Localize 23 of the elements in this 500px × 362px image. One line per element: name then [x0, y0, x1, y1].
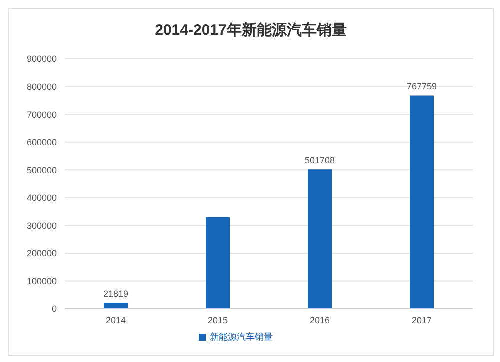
bar — [308, 170, 332, 309]
y-tick-label: 500000 — [26, 165, 57, 176]
y-tick-label: 100000 — [26, 276, 57, 286]
bar — [206, 217, 230, 309]
y-tick-label: 300000 — [26, 220, 57, 231]
x-tick-label: 2015 — [208, 315, 228, 326]
data-label: 767759 — [406, 82, 438, 92]
y-tick-label: 700000 — [26, 110, 57, 120]
y-tick-label: 800000 — [26, 82, 57, 92]
bar — [104, 302, 128, 309]
y-tick-label: 900000 — [26, 54, 57, 64]
data-label: 21819 — [103, 288, 129, 299]
y-tick-label: 400000 — [26, 193, 57, 204]
x-tick-label: 2017 — [412, 315, 432, 326]
legend-label: 新能源汽车销量 — [210, 332, 273, 342]
y-tick-label: 200000 — [26, 248, 57, 259]
x-tick-label: 2016 — [310, 315, 330, 326]
y-tick-label: 600000 — [26, 138, 57, 148]
bar — [410, 96, 434, 309]
chart-title: 2014-2017年新能源汽车销量 — [154, 21, 348, 41]
data-label: 501708 — [304, 156, 336, 166]
y-tick-label: 0 — [52, 304, 57, 314]
x-tick-label: 2014 — [106, 315, 126, 326]
